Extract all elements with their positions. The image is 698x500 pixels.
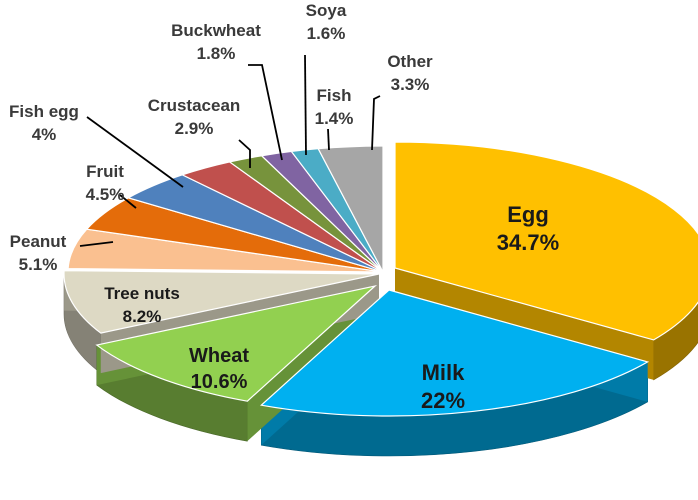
slice-value-fish-egg: 4% [32, 125, 57, 144]
leader-line-fish-egg [86, 116, 184, 188]
slice-label-milk: Milk [422, 360, 466, 385]
leader-line-other [371, 95, 381, 151]
leader-line-crustacean [238, 139, 251, 168]
slice-label-crustacean: Crustacean [148, 96, 241, 115]
slice-label-egg: Egg [507, 202, 549, 227]
pie-slice-milk [259, 289, 650, 417]
leader-line-peanut [79, 241, 114, 247]
leader-line-buckwheat [248, 64, 283, 161]
slice-label-other: Other [387, 52, 433, 71]
slice-value-wheat: 10.6% [191, 371, 248, 393]
slice-value-other: 3.3% [391, 75, 430, 94]
leader-line-soya [304, 54, 307, 156]
slice-label-soya: Soya [306, 1, 347, 20]
slice-value-fish: 1.4% [315, 109, 354, 128]
pie-slice-tree-nuts [63, 270, 380, 334]
slice-label-fish: Fish [317, 86, 352, 105]
slice-value-milk: 22% [421, 388, 465, 413]
slice-value-crustacean: 2.9% [175, 119, 214, 138]
slice-value-tree-nuts: 8.2% [123, 307, 162, 326]
slice-label-fish-egg: Fish egg [9, 102, 79, 121]
pie-slice-wheat [95, 284, 378, 402]
leader-line-fruit [119, 194, 137, 209]
slice-value-buckwheat: 1.8% [197, 44, 236, 63]
slice-value-fruit: 4.5% [86, 185, 125, 204]
slice-value-peanut: 5.1% [19, 255, 58, 274]
slice-label-tree-nuts: Tree nuts [104, 284, 180, 303]
slice-value-soya: 1.6% [307, 24, 346, 43]
pie-slice-egg [394, 141, 698, 341]
leader-line-fish [327, 128, 330, 151]
slice-label-wheat: Wheat [189, 345, 249, 367]
pie-slice-other [317, 145, 384, 273]
slice-value-egg: 34.7% [497, 230, 559, 255]
slice-label-peanut: Peanut [10, 232, 67, 251]
slice-label-fruit: Fruit [86, 162, 124, 181]
slice-label-buckwheat: Buckwheat [171, 21, 261, 40]
